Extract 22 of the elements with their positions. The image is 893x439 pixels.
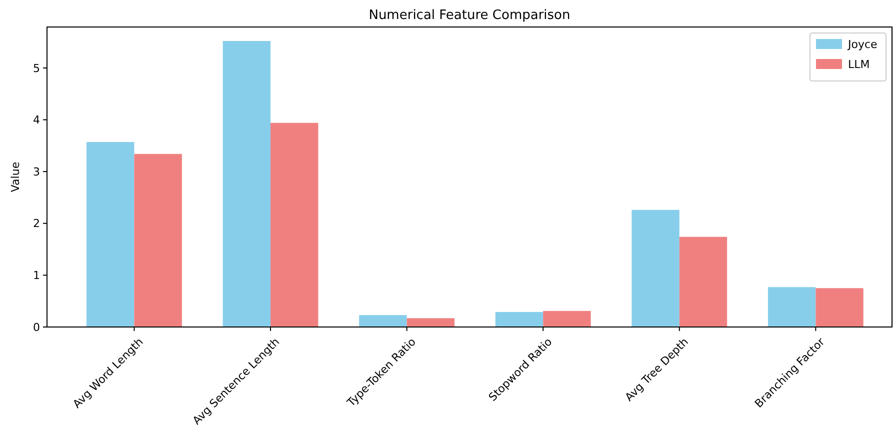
y-tick-label: 5: [33, 62, 40, 75]
bar: [543, 310, 591, 327]
bar: [632, 210, 680, 327]
legend-label: Joyce: [847, 38, 878, 51]
bar: [270, 122, 318, 327]
y-tick-label: 1: [33, 269, 40, 282]
bar: [768, 287, 816, 327]
y-tick-label: 2: [33, 217, 40, 230]
bar: [679, 236, 728, 327]
y-tick-label: 0: [33, 320, 40, 334]
y-axis-title: Value: [9, 162, 22, 192]
y-tick-label: 4: [33, 114, 40, 127]
bar: [222, 40, 271, 327]
bar: [359, 315, 407, 327]
bar: [816, 288, 864, 327]
bar: [134, 154, 182, 327]
bar: [495, 312, 544, 327]
bar: [86, 142, 134, 327]
y-tick-label: 3: [33, 165, 40, 178]
chart-title: Numerical Feature Comparison: [368, 8, 570, 23]
legend-label: LLM: [848, 58, 870, 71]
bar: [406, 318, 455, 327]
